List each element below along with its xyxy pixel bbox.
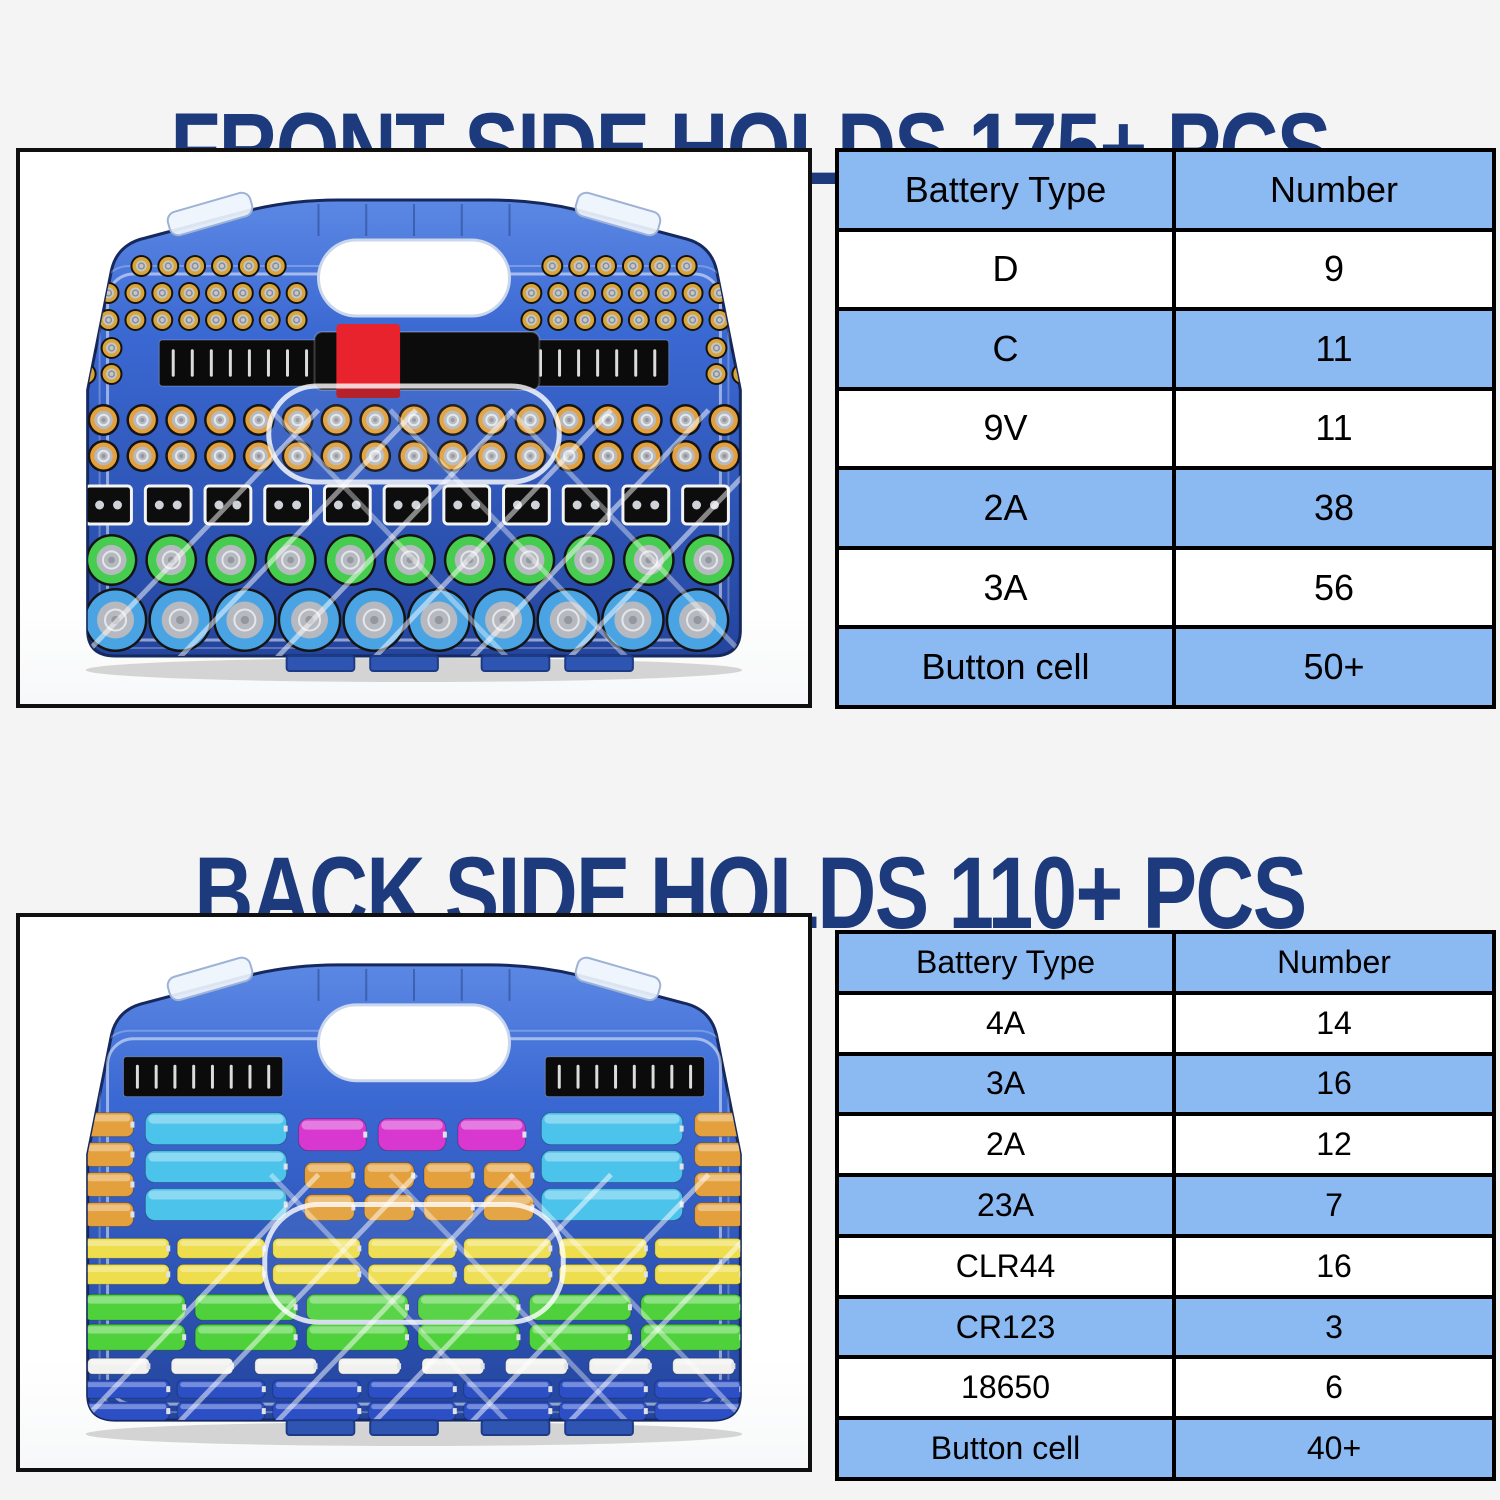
front-case-photo [16,148,812,708]
table-cell: 4A [837,992,1175,1054]
table-cell: 56 [1174,547,1494,628]
table-cell: 3A [837,1053,1175,1115]
table-cell: CR123 [837,1296,1175,1358]
table-cell: C [837,309,1175,389]
table-cell: 3 [1174,1296,1494,1358]
table-cell: 40+ [1174,1418,1494,1479]
table-cell: 9 [1174,229,1494,310]
table-header-cell: Number [1174,932,1494,993]
back-case-illustration [85,956,743,1447]
table-cell: 11 [1174,388,1494,469]
table-cell: CLR44 [837,1235,1175,1297]
table-cell: 16 [1174,1053,1494,1115]
table-cell: 38 [1174,468,1494,548]
table-cell: 7 [1174,1175,1494,1236]
table-cell: 18650 [837,1357,1175,1419]
table-cell: 16 [1174,1235,1494,1297]
table-header-cell: Battery Type [837,932,1175,993]
table-cell: 23A [837,1175,1175,1236]
front-case-illustration [85,191,743,682]
table-cell: D [837,229,1175,310]
table-cell: Button cell [837,627,1175,707]
table-header-cell: Number [1174,150,1494,230]
table-cell: 9V [837,388,1175,469]
back-case-photo [16,913,812,1472]
table-cell: Button cell [837,1418,1175,1479]
table-cell: 50+ [1174,627,1494,707]
table-cell: 12 [1174,1114,1494,1176]
table-cell: 14 [1174,992,1494,1054]
front-battery-table: Battery Type Number D 9 C 11 9V 11 2A 38 3A 56 Butto… [835,148,1496,709]
table-cell: 6 [1174,1357,1494,1419]
table-header-cell: Battery Type [837,150,1175,230]
table-cell: 2A [837,1114,1175,1176]
back-battery-table: Battery Type Number 4A 14 3A 16 2A 12 23A 7 CLR44 1… [835,930,1496,1481]
table-cell: 3A [837,547,1175,628]
table-cell: 11 [1174,309,1494,389]
table-cell: 2A [837,468,1175,548]
